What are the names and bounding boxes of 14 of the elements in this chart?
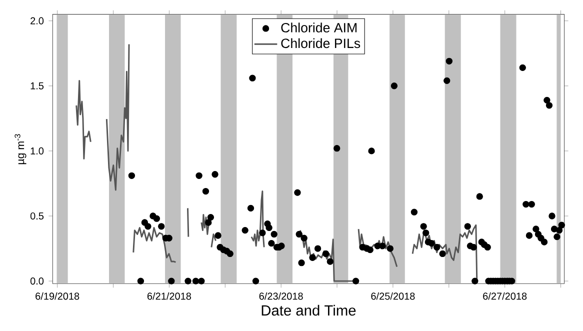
x-tick-label: 6/27/2018: [483, 292, 527, 300]
x-tick-label: 6/25/2018: [371, 292, 415, 300]
y-tick-label: 0.5: [30, 212, 44, 220]
x-tick-label: 6/19/2018: [36, 292, 80, 300]
x-axis-title: Date and Time: [262, 304, 356, 316]
legend-label: Chloride PILs: [281, 38, 360, 48]
x-tick-label: 6/23/2018: [259, 292, 303, 300]
y-axis-title: µg m$^{-3}$: [14, 134, 26, 164]
x-tick-label: 6/21/2018: [147, 292, 192, 300]
y-tick-label: 1.0: [30, 147, 44, 154]
y-tick-label: 0.0: [30, 278, 44, 285]
y-tick-label: 2.0: [30, 17, 44, 24]
y-tick-label: 1.5: [30, 82, 44, 90]
legend-label: Chloride AIM: [281, 22, 357, 32]
